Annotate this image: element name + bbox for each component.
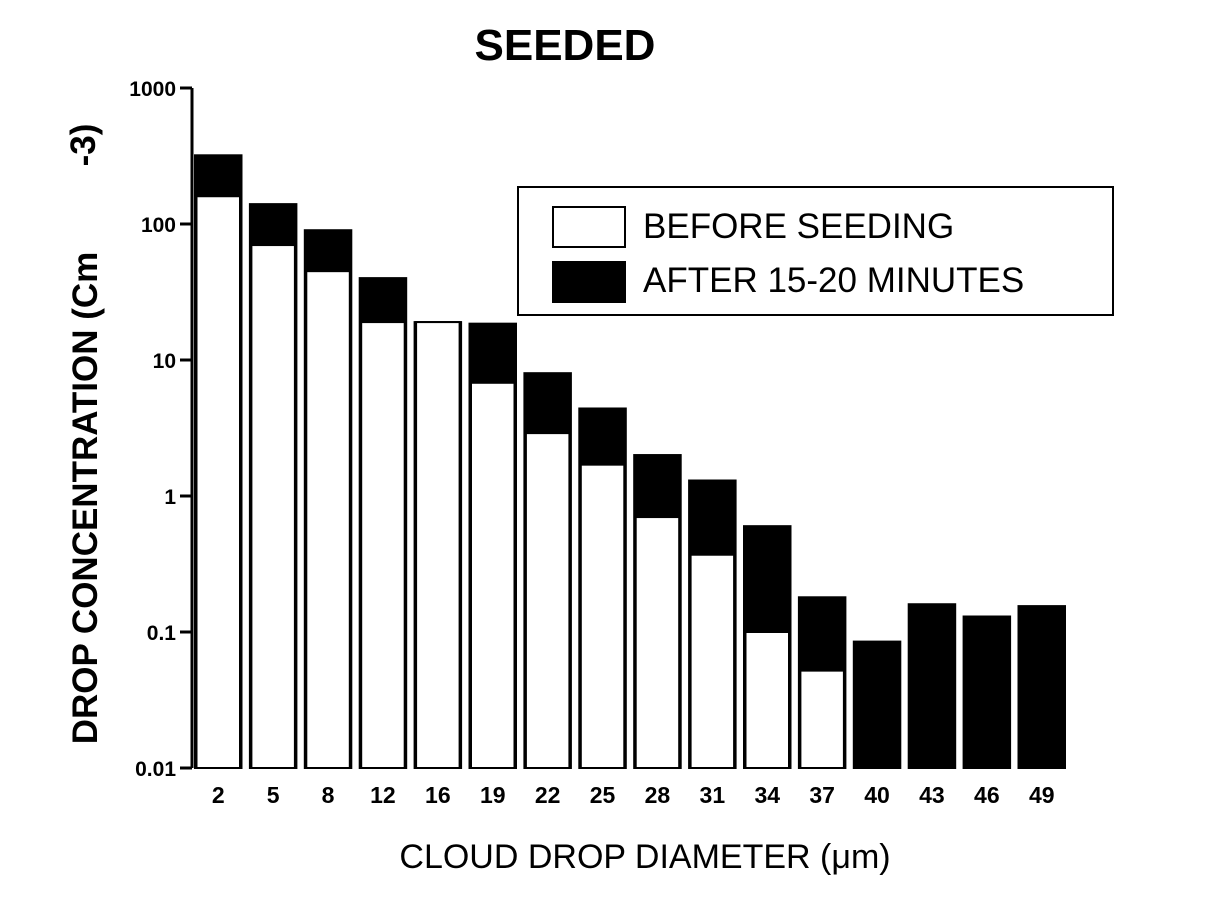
legend-swatch-after — [552, 261, 626, 303]
bar-before-25 — [579, 463, 626, 769]
x-tick-label-46: 46 — [974, 782, 1000, 808]
x-tick-label-49: 49 — [1029, 782, 1055, 808]
y-tick-label-0.01: 0.01 — [135, 758, 176, 781]
bar-before-34 — [744, 631, 790, 769]
x-tick-label-37: 37 — [809, 782, 835, 808]
chart-title: SEEDED — [475, 21, 656, 70]
legend-label-before: BEFORE SEEDING — [643, 207, 954, 246]
bars-group — [194, 154, 1066, 770]
bar-before-19 — [470, 381, 516, 769]
x-tick-label-43: 43 — [919, 782, 945, 808]
x-tick-labels: 2 5 8 12 16 19 22 25 28 31 34 37 40 43 46 49 — [212, 782, 1055, 808]
y-tick-label-100: 100 — [141, 214, 176, 237]
y-tick-label-10: 10 — [153, 350, 176, 373]
y-tick-label-0.1: 0.1 — [147, 622, 177, 645]
x-tick-label-5: 5 — [267, 782, 280, 808]
bar-after-43 — [907, 603, 957, 769]
y-axis-label: DROP CONCENTRATION (Cm — [66, 252, 105, 745]
x-tick-label-19: 19 — [480, 782, 506, 808]
x-tick-label-31: 31 — [700, 782, 726, 808]
bar-before-22 — [524, 432, 571, 769]
bar-before-28 — [634, 516, 681, 769]
bar-before-5 — [250, 244, 296, 770]
x-axis-label: CLOUD DROP DIAMETER (μm) — [399, 838, 890, 876]
x-tick-label-28: 28 — [645, 782, 671, 808]
bar-after-40 — [852, 640, 902, 769]
bar-after-49 — [1017, 605, 1066, 769]
x-tick-label-40: 40 — [864, 782, 890, 808]
bar-before-2 — [195, 195, 241, 769]
x-tick-label-8: 8 — [322, 782, 335, 808]
x-tick-label-22: 22 — [535, 782, 561, 808]
y-axis-label-superscript: -3) — [64, 124, 103, 167]
x-tick-label-2: 2 — [212, 782, 225, 808]
x-tick-label-12: 12 — [370, 782, 396, 808]
bar-before-12 — [360, 321, 406, 769]
legend-swatch-before — [552, 206, 626, 248]
bar-before-37 — [799, 669, 845, 769]
legend-label-after: AFTER 15-20 MINUTES — [643, 261, 1024, 300]
y-tick-label-1000: 1000 — [129, 78, 176, 101]
y-tick-label-1: 1 — [164, 486, 176, 509]
bar-before-8 — [305, 270, 351, 769]
legend: BEFORE SEEDING AFTER 15-20 MINUTES — [517, 186, 1114, 316]
x-tick-label-16: 16 — [425, 782, 451, 808]
bar-before-31 — [689, 553, 736, 769]
y-axis: 1000 100 10 1 0.1 0.01 — [129, 78, 194, 781]
x-tick-label-34: 34 — [754, 782, 780, 808]
bar-after-46 — [962, 615, 1012, 770]
bar-before-16 — [415, 321, 461, 769]
x-tick-label-25: 25 — [590, 782, 616, 808]
